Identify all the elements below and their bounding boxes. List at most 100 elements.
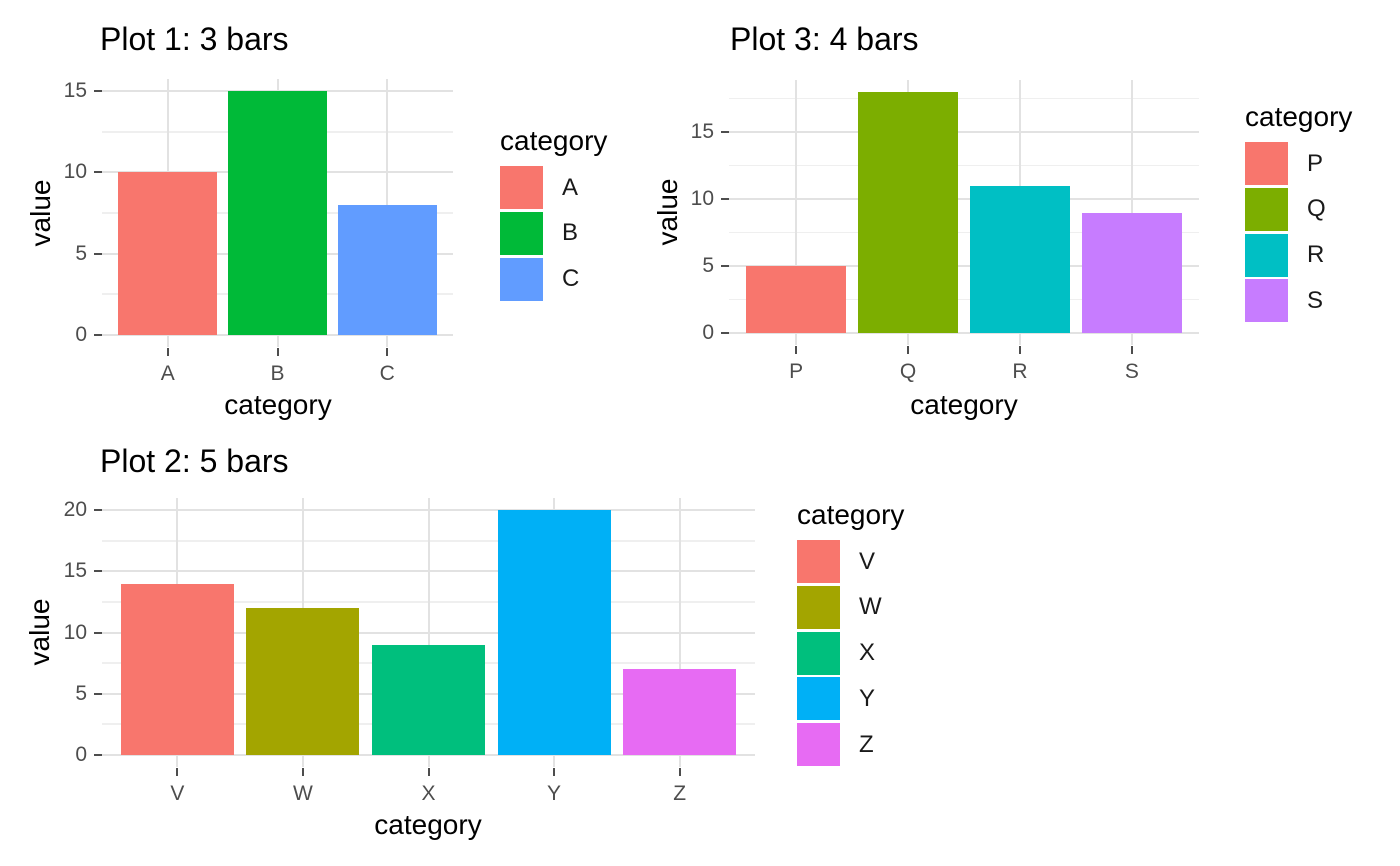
plot1-x-tick xyxy=(166,348,169,356)
plot2-x-tick xyxy=(176,768,179,776)
plot1-legend-label-B: B xyxy=(562,219,579,247)
plot3-legend-title: category xyxy=(1245,101,1353,132)
plot1-y-tick-label: 10 xyxy=(63,160,87,184)
plot1-y-tick xyxy=(94,90,102,93)
plot2-title: Plot 2: 5 bars xyxy=(100,443,289,479)
plot3-grid-major-h xyxy=(729,331,1199,334)
plot3-legend-key-Q xyxy=(1245,187,1288,231)
plot3-grid-minor-h xyxy=(729,298,1199,301)
plot1-legend-label-A: A xyxy=(562,173,579,201)
plot1-x-tick xyxy=(276,348,279,356)
plot1-legend-title: category xyxy=(500,125,608,156)
plot2-y-tick xyxy=(94,570,102,573)
plot2-legend-label-Z: Z xyxy=(859,730,874,758)
plot3-grid-major-h xyxy=(729,131,1199,134)
plot2-y-tick-label: 10 xyxy=(63,620,87,644)
plot3-grid-major-v xyxy=(795,80,798,345)
plot2-x-tick-label: Y xyxy=(547,782,562,805)
plot3-bar-S xyxy=(1081,212,1183,333)
plot1-legend-key-B xyxy=(500,211,543,255)
plot2-bar-Y xyxy=(497,510,611,755)
plot3-legend-key-P xyxy=(1245,142,1288,185)
plot2-legend-key-V xyxy=(797,540,840,583)
plot2-x-tick-label: X xyxy=(421,782,436,805)
plot3-legend-label-S: S xyxy=(1307,286,1324,314)
plot1-bar-B xyxy=(228,91,327,335)
plot1-x-tick-label: A xyxy=(160,362,175,385)
plot3-y-tick xyxy=(721,331,729,334)
plot2-y-tick-label: 5 xyxy=(75,681,87,705)
plot3-legend-label-R: R xyxy=(1307,241,1325,269)
plot3-grid-major-h xyxy=(729,265,1199,268)
plot1-x-tick-label: B xyxy=(270,362,285,385)
plot3-grid-minor-h xyxy=(729,164,1199,167)
plot1-y-tick xyxy=(94,252,102,255)
plot2-legend-label-V: V xyxy=(859,547,876,575)
plot2-y-tick-label: 20 xyxy=(63,498,87,522)
plot3-legend-label-P: P xyxy=(1307,149,1324,177)
plot3-title: Plot 3: 4 bars xyxy=(730,21,919,57)
plot2-y-tick xyxy=(94,753,102,756)
plot2-x-tick-label: V xyxy=(170,782,185,805)
plot1-bar-A xyxy=(118,172,218,335)
plot3-x-tick xyxy=(1018,346,1021,354)
plot2-y-tick xyxy=(94,692,102,695)
plot2-bar-Z xyxy=(623,669,737,755)
plot3-y-tick-label: 5 xyxy=(702,254,714,278)
plot1-y-tick-label: 0 xyxy=(75,322,87,346)
plot3-x-tick-label: Q xyxy=(899,360,917,383)
plot3-y-tick-label: 0 xyxy=(702,320,714,344)
plot3-x-tick-label: P xyxy=(789,360,804,383)
plot2-y-tick xyxy=(94,509,102,512)
plot1-legend-key-A xyxy=(500,166,543,209)
plot2-x-axis-title: category xyxy=(374,809,482,840)
plot1-y-tick-label: 5 xyxy=(75,241,87,265)
plot2-x-tick xyxy=(427,768,430,776)
plot1-y-tick-label: 15 xyxy=(63,79,87,103)
plot3-bar-P xyxy=(745,266,847,333)
plot3-grid-minor-h xyxy=(729,97,1199,100)
plot3-bar-R xyxy=(969,185,1071,333)
plot2-y-tick-label: 15 xyxy=(63,559,87,583)
plot1-y-tick xyxy=(94,171,102,174)
plot3-y-tick xyxy=(721,198,729,201)
plot1-x-tick-label: C xyxy=(379,362,395,385)
plot2-y-tick xyxy=(94,631,102,634)
plot2-legend-label-W: W xyxy=(859,593,882,621)
plot2-x-tick-label: W xyxy=(293,782,313,805)
plot2-grid-major-v xyxy=(678,498,681,767)
plot3-x-tick-label: S xyxy=(1124,360,1139,383)
plot3-x-axis-title: category xyxy=(910,389,1018,420)
plot3-y-tick-label: 10 xyxy=(690,187,714,211)
plot2-x-tick-label: Z xyxy=(673,782,687,805)
plot1-x-axis-title: category xyxy=(224,389,332,420)
plot2-grid-major-v xyxy=(427,498,430,767)
plot3-x-tick-label: R xyxy=(1012,360,1028,383)
plot3-x-tick xyxy=(795,346,798,354)
plot1-bar-C xyxy=(337,204,437,335)
plot1-title: Plot 1: 3 bars xyxy=(100,21,289,57)
plot3-legend-key-S xyxy=(1245,279,1288,323)
plot2-x-tick xyxy=(553,768,556,776)
plot2-legend-label-Y: Y xyxy=(859,684,876,712)
plot3-x-tick xyxy=(1130,346,1133,354)
plot2-bar-X xyxy=(371,644,485,755)
plot2-legend-key-Z xyxy=(797,723,840,767)
plot2-legend-label-X: X xyxy=(859,639,876,667)
plot1-legend-label-C: C xyxy=(562,265,580,293)
plot2-legend-key-Y xyxy=(797,677,840,721)
plot2-y-tick-label: 0 xyxy=(75,742,87,766)
plot2-bar-W xyxy=(246,608,360,755)
plot2-x-tick xyxy=(678,768,681,776)
plot3-grid-major-h xyxy=(729,198,1199,201)
plot2-legend-key-W xyxy=(797,585,840,629)
plot3-grid-minor-h xyxy=(729,231,1199,234)
plot3-bar-Q xyxy=(857,92,959,333)
plot3-x-tick xyxy=(907,346,910,354)
plot3-legend-key-R xyxy=(1245,233,1288,277)
plot3-y-tick-label: 15 xyxy=(690,120,714,144)
